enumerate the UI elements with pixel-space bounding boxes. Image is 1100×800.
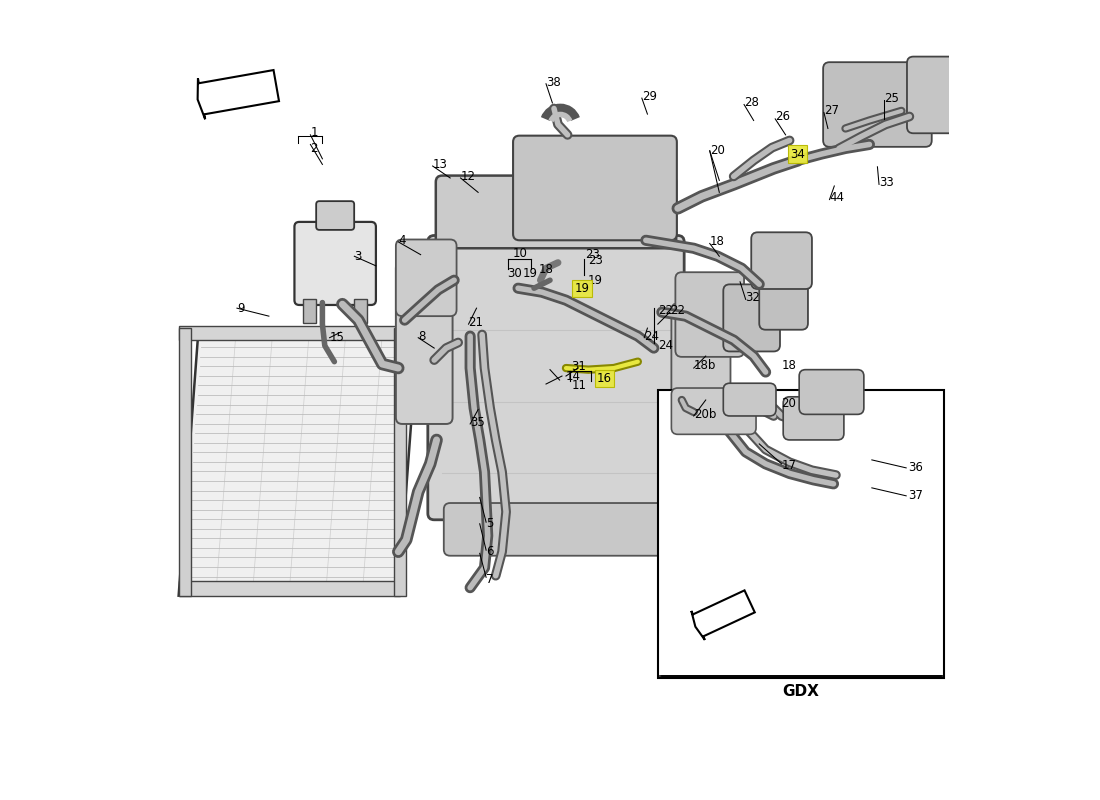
Text: 29: 29 [641, 90, 657, 103]
Text: 18: 18 [539, 263, 553, 276]
FancyBboxPatch shape [751, 232, 812, 289]
Text: 24: 24 [658, 339, 673, 352]
Text: 19: 19 [574, 282, 590, 294]
Text: 21: 21 [469, 316, 484, 329]
Text: 36: 36 [908, 462, 923, 474]
FancyBboxPatch shape [304, 298, 316, 322]
FancyBboxPatch shape [443, 503, 668, 556]
Text: 13: 13 [432, 158, 448, 171]
FancyBboxPatch shape [783, 397, 844, 440]
Text: 35: 35 [470, 416, 485, 429]
Text: 30: 30 [507, 267, 521, 280]
FancyBboxPatch shape [658, 390, 944, 678]
Text: 18b: 18b [694, 359, 716, 372]
Text: 20: 20 [782, 398, 796, 410]
Text: 28: 28 [744, 97, 759, 110]
Text: 23: 23 [588, 254, 603, 266]
FancyBboxPatch shape [908, 57, 959, 134]
Text: 33: 33 [879, 176, 894, 190]
FancyBboxPatch shape [823, 62, 932, 147]
FancyBboxPatch shape [295, 222, 376, 305]
Text: 24: 24 [645, 330, 659, 342]
Text: 9: 9 [236, 302, 244, 314]
FancyBboxPatch shape [396, 239, 456, 316]
FancyBboxPatch shape [724, 284, 780, 351]
FancyBboxPatch shape [428, 235, 684, 520]
Text: 5: 5 [486, 518, 494, 530]
FancyBboxPatch shape [178, 326, 400, 340]
Polygon shape [178, 328, 418, 596]
Text: 14: 14 [566, 370, 581, 382]
Text: 6: 6 [486, 546, 494, 558]
Text: passionforclassics.nl
since 1985: passionforclassics.nl since 1985 [386, 330, 682, 534]
Text: 1: 1 [310, 126, 318, 139]
FancyBboxPatch shape [671, 303, 730, 425]
Text: 19: 19 [587, 274, 603, 286]
FancyBboxPatch shape [671, 388, 756, 434]
Text: 44: 44 [829, 191, 845, 205]
Text: 18: 18 [782, 359, 796, 372]
FancyBboxPatch shape [394, 328, 406, 596]
Text: 7: 7 [486, 573, 494, 586]
Text: 2: 2 [310, 142, 318, 155]
Text: 23: 23 [585, 248, 600, 261]
Text: 20: 20 [710, 144, 725, 158]
Text: 19: 19 [522, 267, 538, 280]
Text: 12: 12 [461, 170, 475, 183]
Text: 3: 3 [354, 250, 362, 262]
FancyBboxPatch shape [513, 136, 676, 240]
FancyBboxPatch shape [724, 383, 776, 416]
FancyBboxPatch shape [178, 582, 400, 596]
Polygon shape [691, 590, 755, 640]
Text: 8: 8 [418, 330, 426, 342]
FancyBboxPatch shape [759, 270, 808, 330]
FancyBboxPatch shape [675, 272, 744, 357]
Text: 10: 10 [513, 247, 527, 260]
Text: 17: 17 [782, 459, 796, 472]
Text: 31: 31 [572, 360, 586, 373]
Text: 20b: 20b [694, 408, 716, 421]
Text: 26: 26 [776, 110, 790, 123]
FancyBboxPatch shape [178, 328, 190, 596]
FancyBboxPatch shape [316, 201, 354, 230]
Text: 16: 16 [597, 372, 612, 385]
Text: 25: 25 [883, 92, 899, 105]
Text: 38: 38 [546, 76, 561, 89]
Polygon shape [198, 70, 279, 119]
Text: 34: 34 [790, 147, 805, 161]
Text: 4: 4 [398, 234, 406, 246]
Text: 11: 11 [572, 379, 586, 392]
FancyBboxPatch shape [436, 175, 676, 248]
Text: 27: 27 [824, 105, 839, 118]
Text: 22: 22 [658, 304, 673, 317]
FancyBboxPatch shape [800, 370, 864, 414]
Text: 15: 15 [330, 331, 344, 344]
Text: 32: 32 [746, 291, 760, 304]
Text: 22: 22 [670, 304, 685, 317]
FancyBboxPatch shape [354, 298, 367, 322]
Text: 37: 37 [908, 490, 923, 502]
Text: GDX: GDX [782, 683, 820, 698]
Text: 18: 18 [710, 235, 725, 248]
FancyBboxPatch shape [396, 262, 452, 424]
